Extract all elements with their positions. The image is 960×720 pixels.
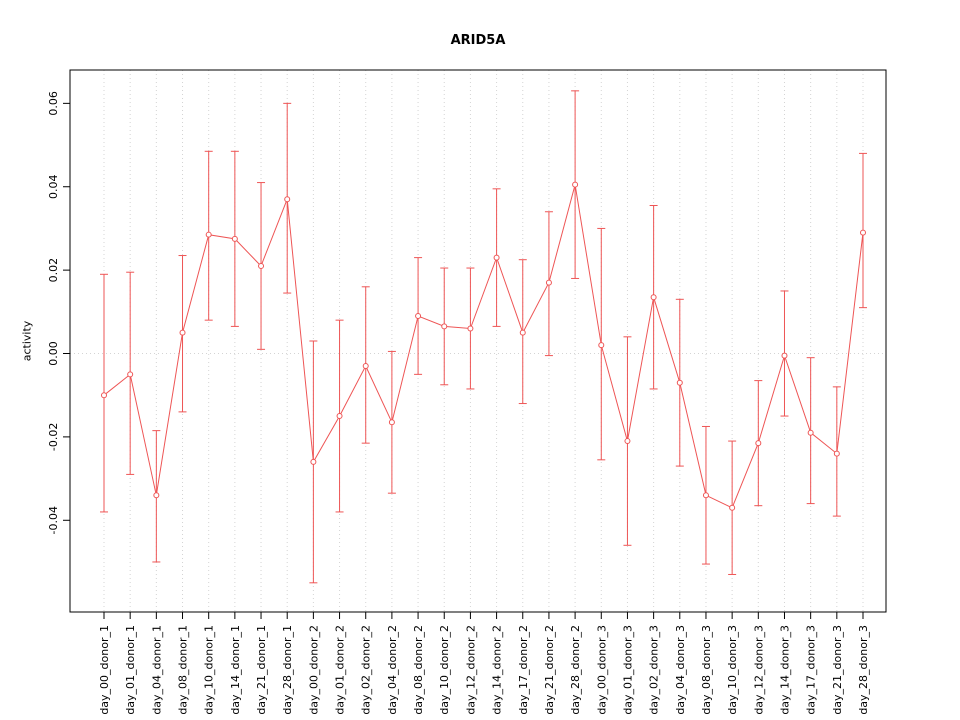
- svg-text:day_04_donor_1: day_04_donor_1: [150, 625, 163, 715]
- svg-text:day_14_donor_3: day_14_donor_3: [778, 625, 791, 715]
- svg-text:day_12_donor_3: day_12_donor_3: [752, 625, 765, 715]
- svg-text:day_10_donor_3: day_10_donor_3: [726, 625, 739, 715]
- svg-text:day_04_donor_2: day_04_donor_2: [386, 625, 399, 715]
- svg-text:-0.02: -0.02: [47, 423, 60, 451]
- svg-text:day_12_donor_2: day_12_donor_2: [464, 625, 477, 715]
- svg-text:-0.04: -0.04: [47, 506, 60, 534]
- svg-text:day_21_donor_1: day_21_donor_1: [255, 625, 268, 715]
- chart-title: ARID5A: [450, 33, 506, 48]
- svg-text:day_10_donor_2: day_10_donor_2: [438, 625, 451, 715]
- svg-text:day_02_donor_2: day_02_donor_2: [360, 625, 373, 715]
- svg-text:day_08_donor_1: day_08_donor_1: [177, 625, 190, 715]
- svg-text:day_01_donor_1: day_01_donor_1: [124, 625, 137, 715]
- svg-text:day_14_donor_2: day_14_donor_2: [491, 625, 504, 715]
- svg-text:0.04: 0.04: [47, 174, 60, 199]
- svg-text:day_00_donor_3: day_00_donor_3: [595, 625, 608, 715]
- svg-text:0.02: 0.02: [47, 258, 60, 283]
- svg-text:day_21_donor_3: day_21_donor_3: [831, 625, 844, 715]
- svg-text:day_28_donor_1: day_28_donor_1: [281, 625, 294, 715]
- svg-text:day_01_donor_2: day_01_donor_2: [334, 625, 347, 715]
- svg-text:0.06: 0.06: [47, 91, 60, 116]
- svg-text:day_21_donor_2: day_21_donor_2: [543, 625, 556, 715]
- svg-text:day_08_donor_3: day_08_donor_3: [700, 625, 713, 715]
- svg-text:0.00: 0.00: [47, 341, 60, 366]
- svg-text:day_28_donor_3: day_28_donor_3: [857, 625, 870, 715]
- svg-text:day_01_donor_3: day_01_donor_3: [621, 625, 634, 715]
- svg-text:day_10_donor_1: day_10_donor_1: [203, 625, 216, 715]
- svg-text:day_00_donor_2: day_00_donor_2: [307, 625, 320, 715]
- svg-text:day_00_donor_1: day_00_donor_1: [98, 625, 111, 715]
- svg-text:day_04_donor_3: day_04_donor_3: [674, 625, 687, 715]
- svg-text:day_02_donor_3: day_02_donor_3: [648, 625, 661, 715]
- svg-text:day_17_donor_3: day_17_donor_3: [805, 625, 818, 715]
- svg-text:day_08_donor_2: day_08_donor_2: [412, 625, 425, 715]
- svg-text:day_17_donor_2: day_17_donor_2: [517, 625, 530, 715]
- svg-text:day_28_donor_2: day_28_donor_2: [569, 625, 582, 715]
- svg-text:day_14_donor_1: day_14_donor_1: [229, 625, 242, 715]
